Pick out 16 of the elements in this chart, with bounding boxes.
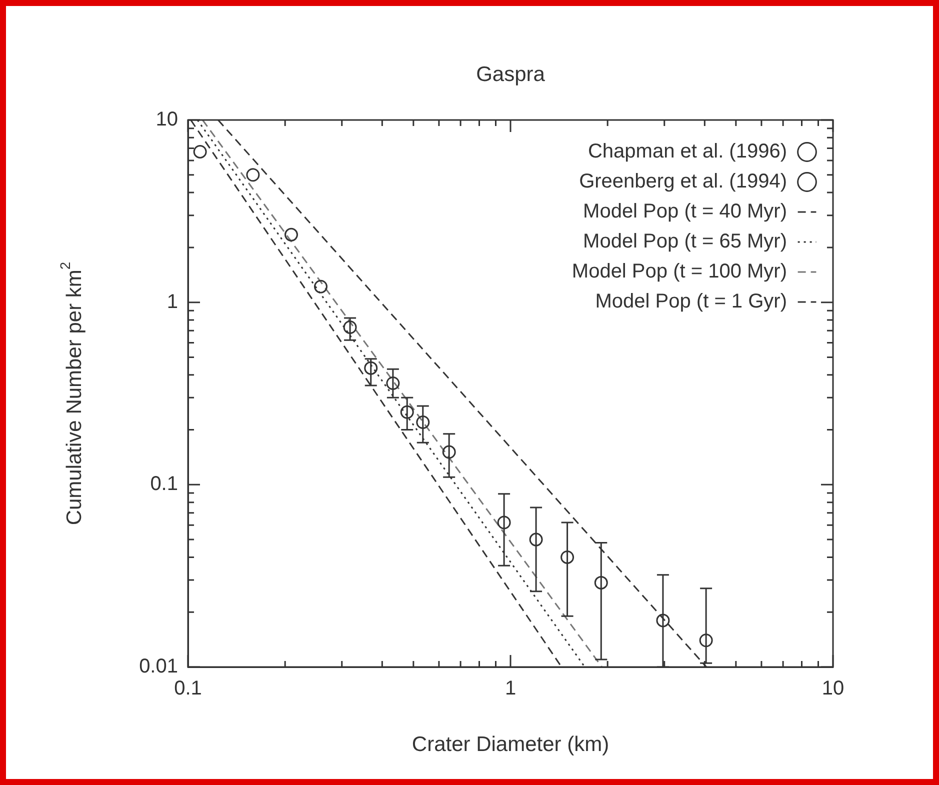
y-tick-label: 1 — [166, 290, 178, 313]
x-tick-label: 10 — [822, 678, 844, 700]
legend-label: Model Pop (t = 100 Myr) — [572, 260, 787, 283]
legend-label: Greenberg et al. (1994) — [579, 170, 787, 193]
y-axis-title: Cumulative Number per km2 — [56, 262, 86, 526]
y-tick-label: 10 — [156, 108, 178, 131]
x-axis-title: Crater Diameter (km) — [412, 732, 610, 756]
legend-label: Model Pop (t = 1 Gyr) — [595, 290, 787, 313]
y-tick-label: 0.1 — [150, 473, 178, 496]
x-tick-label: 1 — [504, 678, 516, 700]
legend-label: Chapman et al. (1996) — [588, 140, 787, 163]
y-tick-label: 0.01 — [139, 656, 178, 678]
legend-label: Model Pop (t = 40 Myr) — [583, 200, 787, 223]
x-tick-label: 0.1 — [174, 678, 202, 700]
legend-label: Model Pop (t = 65 Myr) — [583, 230, 787, 253]
chart-title: Gaspra — [476, 62, 546, 86]
